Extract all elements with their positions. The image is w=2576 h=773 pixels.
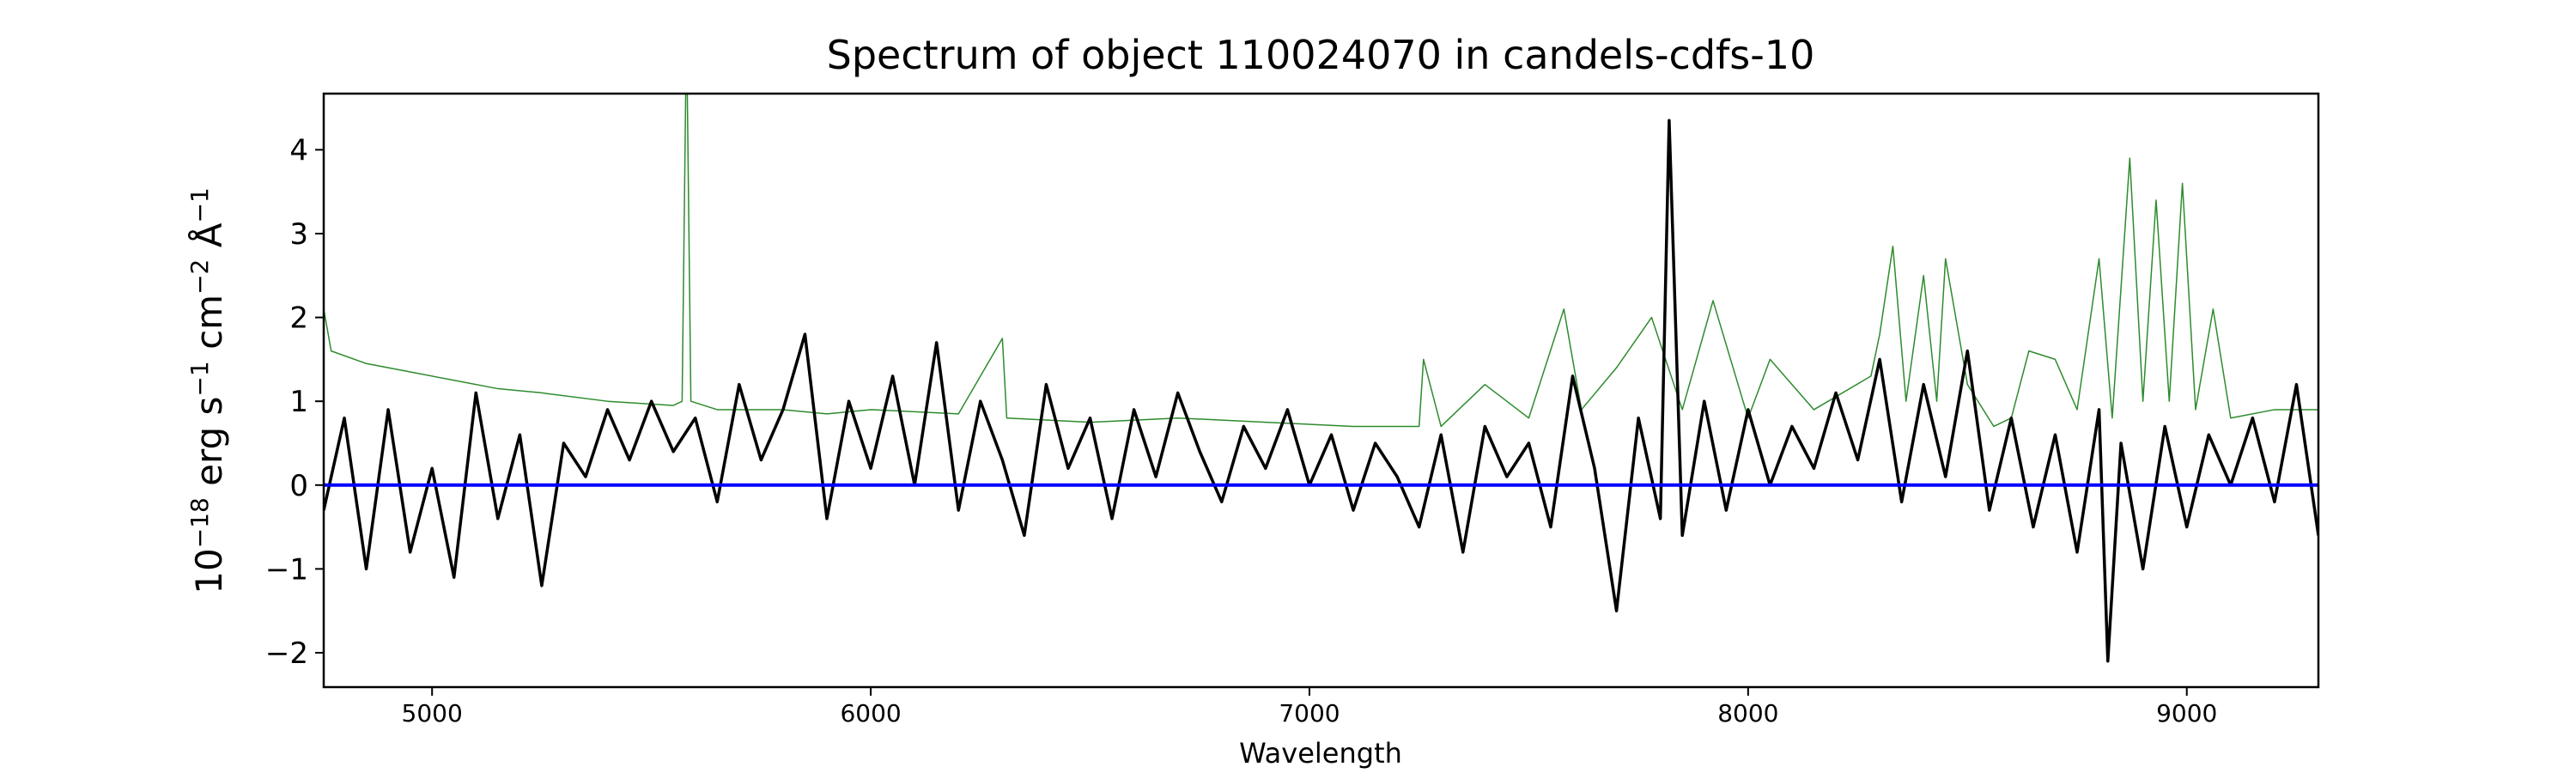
y-label-superscript: −2 <box>185 259 214 295</box>
y-label-superscript: −1 <box>185 361 214 396</box>
y-tick-label: −2 <box>265 636 308 671</box>
y-tick-label: 4 <box>289 133 308 167</box>
plot-frame <box>322 92 2320 689</box>
x-tick-label: 8000 <box>1717 699 1778 727</box>
plot-area <box>324 94 2318 663</box>
y-tick-label: −1 <box>265 552 308 587</box>
y-tick-label: 3 <box>289 217 308 252</box>
y-tick-label: 0 <box>289 469 308 503</box>
chart-title: Spectrum of object 110024070 in candels-… <box>827 32 1815 78</box>
y-axis-label: 10−18 erg s−1 cm−2 Å−1 <box>185 187 231 593</box>
x-tick-label: 5000 <box>402 699 463 727</box>
x-axis-label: Wavelength <box>1239 737 1402 770</box>
y-label-part: erg s <box>188 397 230 498</box>
y-label-part: Å <box>187 222 230 259</box>
y-label-superscript: −18 <box>185 497 214 548</box>
y-label-part: 10 <box>188 548 230 593</box>
y-tick-label: 1 <box>289 385 308 419</box>
y-label-superscript: −1 <box>185 187 214 222</box>
x-tick-label: 6000 <box>840 699 901 727</box>
x-tick-label: 7000 <box>1279 699 1340 727</box>
x-tick-label: 9000 <box>2156 699 2217 727</box>
y-label-part: cm <box>188 295 230 361</box>
y-tick-label: 2 <box>289 301 308 336</box>
spectrum-line <box>324 119 2318 663</box>
spectrum-line <box>324 94 2318 428</box>
